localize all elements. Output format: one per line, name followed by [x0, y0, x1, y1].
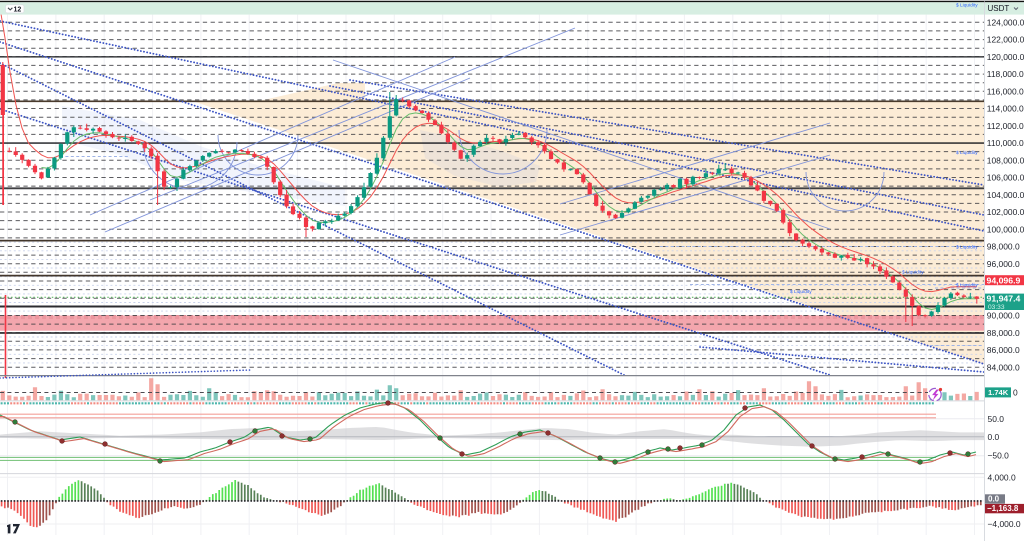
svg-text:1.74K: 1.74K [988, 388, 1009, 397]
svg-text:−4,000.0: −4,000.0 [988, 519, 1021, 529]
svg-text:116,000.0: 116,000.0 [987, 86, 1024, 96]
svg-text:106,000.0: 106,000.0 [987, 173, 1024, 183]
svg-text:124,000.0: 124,000.0 [987, 17, 1024, 27]
svg-text:0: 0 [1013, 388, 1018, 398]
svg-text:$ Liquidity: $ Liquidity [956, 150, 978, 156]
svg-text:$ Liquidity: $ Liquidity [956, 245, 978, 251]
svg-text:88,000.0: 88,000.0 [987, 328, 1020, 338]
svg-text:0.0: 0.0 [988, 432, 1000, 442]
svg-text:120,000.0: 120,000.0 [987, 52, 1024, 62]
svg-text:104,000.0: 104,000.0 [987, 190, 1024, 200]
svg-text:102,000.0: 102,000.0 [987, 207, 1024, 217]
svg-text:−50.0: −50.0 [988, 451, 1010, 461]
svg-text:0.0: 0.0 [988, 495, 1000, 504]
svg-text:50.0: 50.0 [988, 414, 1005, 424]
svg-text:$ Liquidity: $ Liquidity [790, 289, 812, 295]
svg-text:94,096.9: 94,096.9 [987, 275, 1021, 285]
svg-text:84,000.0: 84,000.0 [987, 362, 1020, 372]
svg-text:12: 12 [14, 7, 22, 14]
svg-text:03:33: 03:33 [988, 304, 1005, 311]
svg-text:100,000.0: 100,000.0 [987, 224, 1024, 234]
svg-text:USDT: USDT [988, 4, 1010, 13]
svg-text:114,000.0: 114,000.0 [987, 104, 1024, 114]
svg-text:90,000.0: 90,000.0 [987, 311, 1020, 321]
svg-text:$ Liquidity: $ Liquidity [902, 270, 924, 276]
svg-text:118,000.0: 118,000.0 [987, 69, 1024, 79]
svg-text:86,000.0: 86,000.0 [987, 345, 1020, 355]
svg-text:96,000.0: 96,000.0 [987, 259, 1020, 269]
svg-text:91,947.4: 91,947.4 [987, 294, 1021, 304]
svg-text:$ Liquidity: $ Liquidity [956, 283, 978, 289]
svg-text:$ Liquidity: $ Liquidity [956, 3, 978, 9]
svg-text:112,000.0: 112,000.0 [987, 121, 1024, 131]
svg-text:108,000.0: 108,000.0 [987, 155, 1024, 165]
svg-text:−1,163.8: −1,163.8 [987, 504, 1019, 513]
svg-text:98,000.0: 98,000.0 [987, 242, 1020, 252]
svg-text:110,000.0: 110,000.0 [987, 138, 1024, 148]
svg-text:122,000.0: 122,000.0 [987, 35, 1024, 45]
svg-text:4,000.0: 4,000.0 [988, 472, 1016, 482]
